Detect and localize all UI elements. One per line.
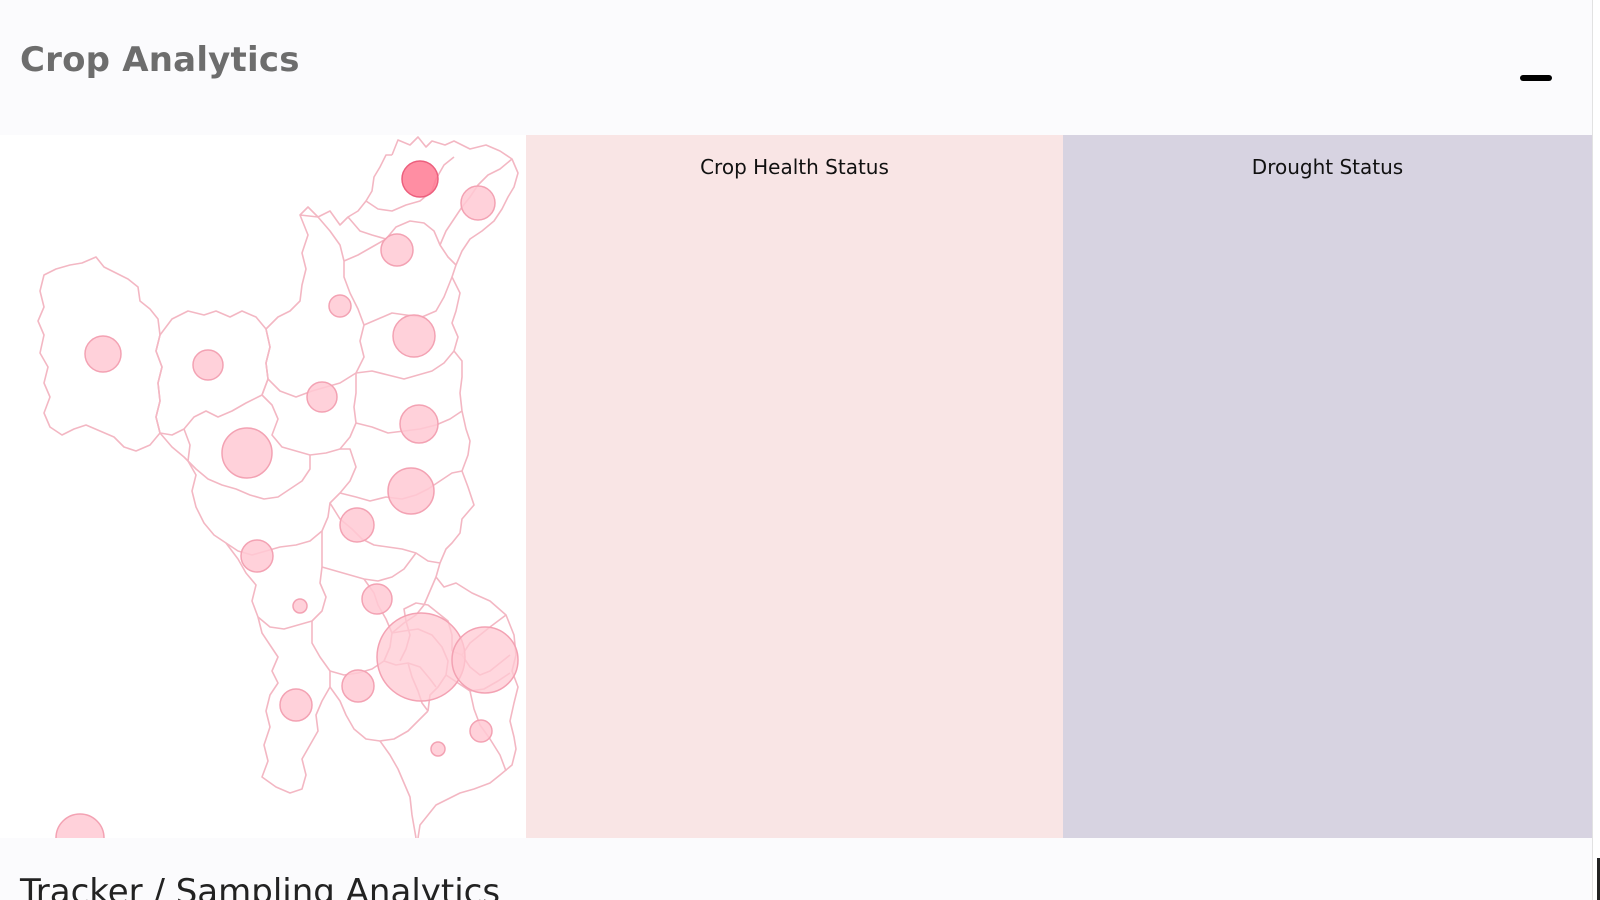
district-12 xyxy=(159,432,311,500)
bubble-14 xyxy=(361,583,393,615)
bubble-15 xyxy=(292,598,308,614)
map-panel[interactable] xyxy=(0,135,526,838)
crop-health-title: Crop Health Status xyxy=(700,155,889,179)
district-6 xyxy=(365,156,455,212)
crop-health-panel: Crop Health Status xyxy=(526,135,1063,838)
bubble-22 xyxy=(55,813,105,838)
state-outline xyxy=(391,136,519,838)
bubble-7 xyxy=(192,349,224,381)
bubble-10 xyxy=(221,427,273,479)
western-outline xyxy=(299,154,392,226)
header: Crop Analytics xyxy=(0,0,1592,135)
bubble-5 xyxy=(392,314,436,358)
western-district xyxy=(37,256,163,452)
district-bubbles xyxy=(55,160,519,838)
district-map[interactable] xyxy=(0,135,526,838)
bubble-19 xyxy=(279,688,313,722)
district-4 xyxy=(343,220,457,266)
bubble-3 xyxy=(380,233,414,267)
section-title: Tracker / Sampling Analytics xyxy=(20,872,501,900)
bubble-2 xyxy=(460,185,496,221)
bubble-9 xyxy=(399,404,439,444)
district-2 xyxy=(155,310,271,436)
bubble-18 xyxy=(341,669,375,703)
scrollbar-track[interactable] xyxy=(1592,0,1600,900)
bubble-1 xyxy=(401,160,439,198)
district-5 xyxy=(347,216,387,240)
drought-panel: Drought Status xyxy=(1063,135,1592,838)
bubble-12 xyxy=(339,507,375,543)
bubble-20 xyxy=(469,719,493,743)
footer-section: Tracker / Sampling Analytics xyxy=(0,838,1592,900)
bubble-13 xyxy=(240,539,274,573)
bubble-21 xyxy=(430,741,446,757)
minus-icon xyxy=(1520,75,1552,81)
district-10 xyxy=(261,373,357,456)
district-9 xyxy=(355,350,455,380)
district-20 xyxy=(329,686,429,742)
bubble-8 xyxy=(306,381,338,413)
district-boundaries xyxy=(37,136,519,838)
page-title: Crop Analytics xyxy=(20,40,300,80)
district-17 xyxy=(321,552,417,582)
bubble-11 xyxy=(387,467,435,515)
scrollbar-thumb[interactable] xyxy=(1597,858,1600,900)
district-16 xyxy=(225,531,327,630)
district-21 xyxy=(379,740,417,838)
district-18 xyxy=(257,616,331,794)
menu-button[interactable] xyxy=(1516,68,1556,88)
bubble-4 xyxy=(328,294,352,318)
bubble-17 xyxy=(451,626,519,694)
bubble-6 xyxy=(84,335,122,373)
drought-title: Drought Status xyxy=(1251,155,1404,179)
panels: Crop Health Status Drought Status xyxy=(0,135,1592,838)
